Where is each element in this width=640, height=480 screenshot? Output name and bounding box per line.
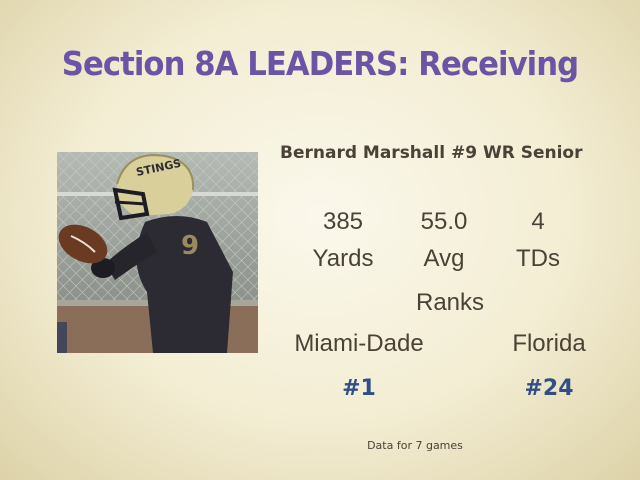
rank-region-florida: Florida: [512, 330, 586, 357]
stat-tds-value: 4: [531, 208, 545, 235]
stat-yards-value: 385: [322, 208, 364, 235]
player-photo-illustration: 9 STINGS: [57, 152, 258, 353]
stat-tds-label: TDs: [516, 245, 560, 272]
footnote: Data for 7 games: [367, 439, 463, 452]
stat-avg-label: Avg: [423, 245, 465, 272]
stat-yards-label: Yards: [312, 245, 374, 272]
slide-title: Section 8A LEADERS: Receiving: [61, 44, 579, 83]
rank-value-florida: #24: [524, 376, 574, 401]
player-name: Bernard Marshall #9 WR Senior: [280, 143, 583, 163]
jersey-number: 9: [181, 231, 199, 261]
rank-value-miami-dade: #1: [342, 376, 376, 401]
rank-region-miami-dade: Miami-Dade: [294, 330, 424, 357]
stat-avg-value: 55.0: [420, 208, 468, 235]
player-photo: 9 STINGS: [57, 152, 258, 353]
ranks-label: Ranks: [415, 289, 485, 316]
